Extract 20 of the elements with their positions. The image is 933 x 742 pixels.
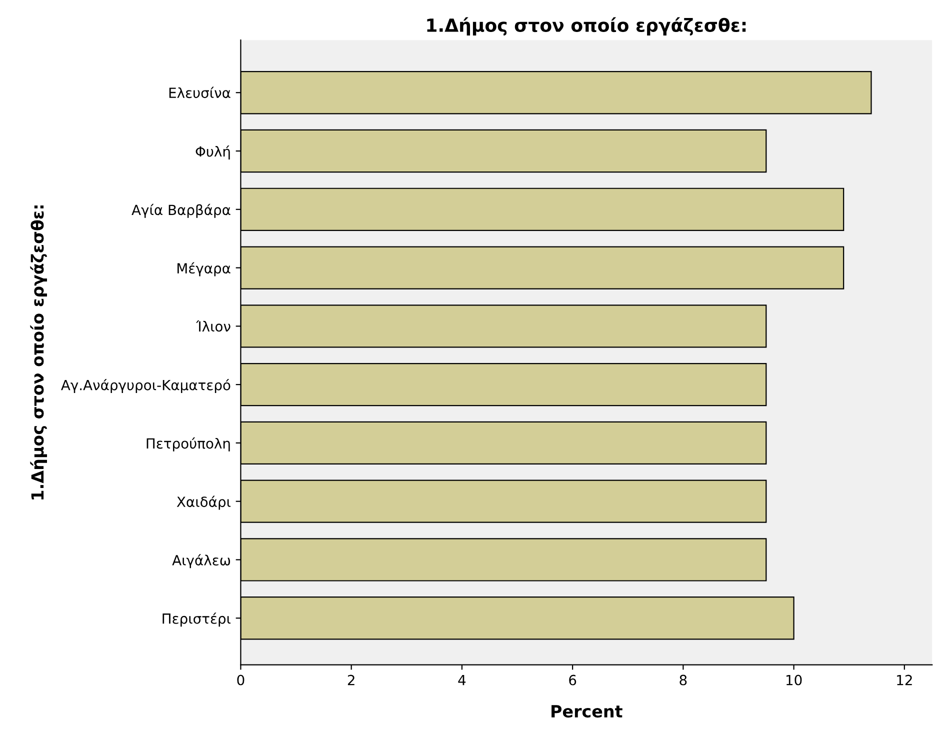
x-tick-label: 4 [458,674,466,686]
y-tick-label: Μέγαρα [178,262,230,276]
y-tick-label: Πετρούπολη [146,437,230,452]
x-tick-label: 6 [569,674,576,686]
x-tick-label: 10 [786,674,802,686]
y-tick-label: Φυλή [196,145,230,160]
x-tick-label: 0 [237,674,244,686]
y-tick-label: Ελευσίνα [169,86,230,98]
y-tick-label: Αγ.Ανάργυροι-Καματερό [61,379,230,394]
x-tick-label: 12 [897,674,912,686]
y-tick-label: Περιστέρι [162,612,231,627]
y-tick-label: Αιγάλεω [172,554,230,568]
x-tick-label: 8 [680,674,687,686]
y-axis-title: 1.Δήμος στον οποίο εργάζεσθε: [30,205,48,500]
x-axis-title: Percent [552,705,622,718]
x-tick-label: 2 [348,674,354,686]
y-tick-label: Αγία Βαρβάρα [132,204,230,218]
chart-title: 1.Δήμος στον οποίο εργάζεσθε: [427,17,746,36]
y-tick-label: Ίλιον [196,320,230,332]
y-tick-label: Χαιδάρι [176,496,231,510]
